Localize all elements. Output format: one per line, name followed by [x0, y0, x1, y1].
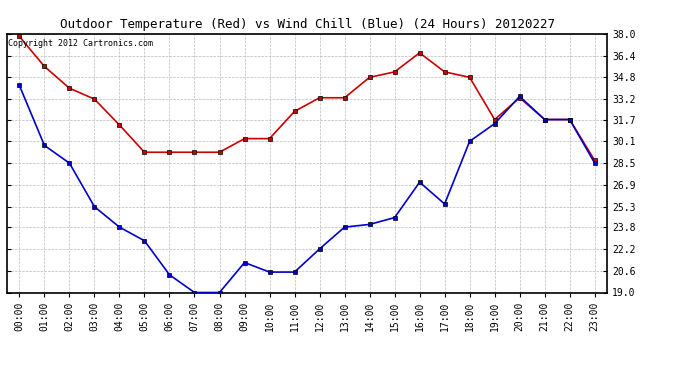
- Title: Outdoor Temperature (Red) vs Wind Chill (Blue) (24 Hours) 20120227: Outdoor Temperature (Red) vs Wind Chill …: [59, 18, 555, 31]
- Text: Copyright 2012 Cartronics.com: Copyright 2012 Cartronics.com: [8, 39, 153, 48]
